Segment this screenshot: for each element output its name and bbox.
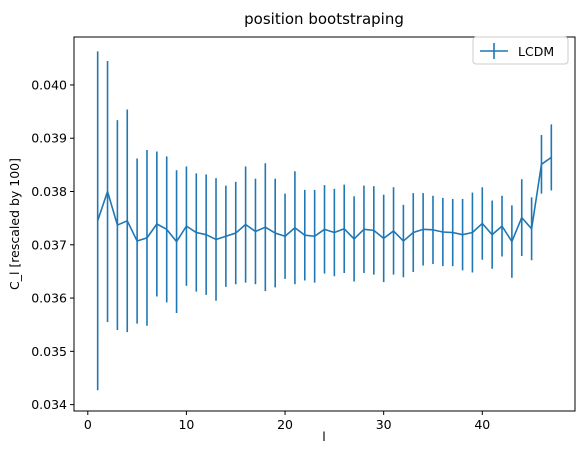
y-tick-label: 0.038 bbox=[31, 184, 67, 199]
x-axis-label: l bbox=[322, 429, 325, 444]
y-tick-label: 0.036 bbox=[31, 291, 67, 306]
legend-label-lcdm: LCDM bbox=[518, 44, 554, 59]
x-tick-label: 30 bbox=[376, 417, 392, 432]
y-axis-label: C_l [rescaled by 100] bbox=[7, 158, 22, 290]
x-tick-label: 40 bbox=[474, 417, 490, 432]
y-axis-ticks: 0.034 0.035 0.036 0.037 0.038 0.039 0.040 bbox=[31, 77, 74, 412]
x-tick-label: 0 bbox=[84, 417, 92, 432]
y-tick-label: 0.037 bbox=[31, 237, 67, 252]
legend-box bbox=[472, 36, 569, 65]
plot-area bbox=[73, 36, 576, 412]
y-tick-label: 0.040 bbox=[31, 77, 67, 92]
plot-frame bbox=[73, 36, 576, 412]
chart-title: position bootstraping bbox=[244, 10, 404, 28]
y-tick-label: 0.039 bbox=[31, 131, 67, 146]
x-tick-label: 10 bbox=[178, 417, 194, 432]
x-tick-label: 20 bbox=[277, 417, 293, 432]
x-axis-ticks: 0 10 20 30 40 bbox=[84, 411, 490, 432]
y-tick-label: 0.035 bbox=[31, 344, 67, 359]
legend: LCDM bbox=[472, 36, 569, 65]
y-tick-label: 0.034 bbox=[31, 397, 67, 412]
series-line-lcdm bbox=[96, 156, 552, 243]
